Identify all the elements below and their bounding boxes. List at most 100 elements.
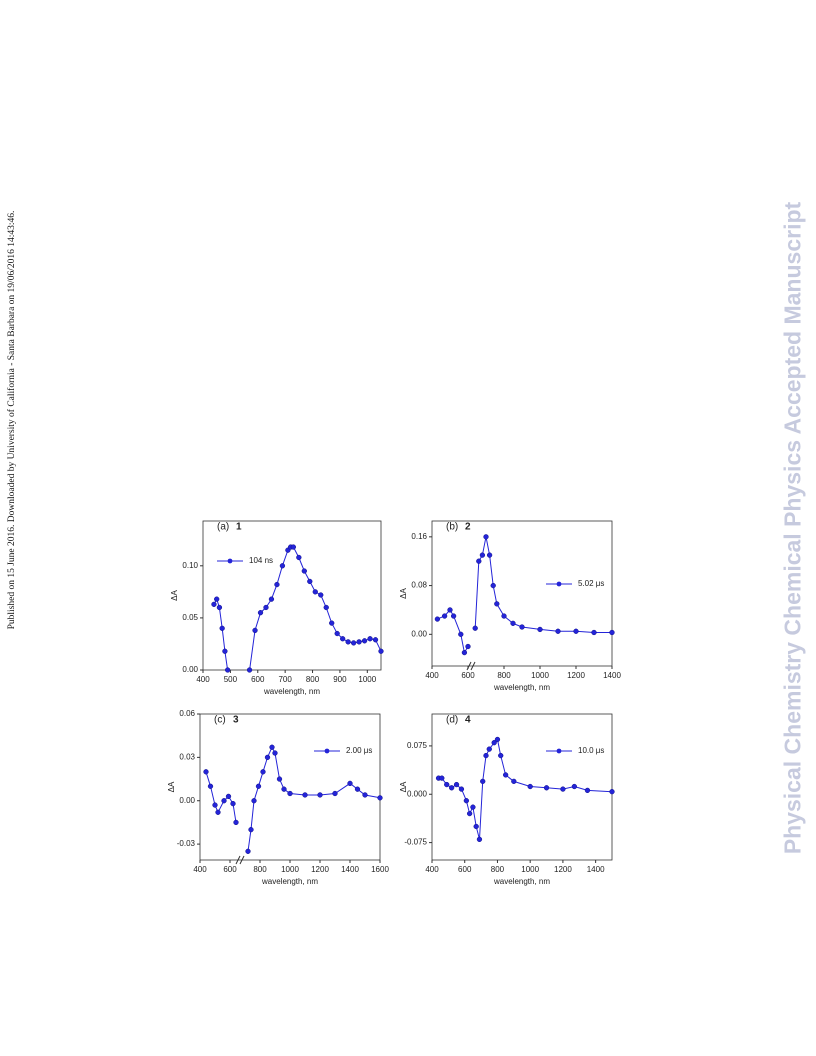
x-tick-label: 1600 bbox=[371, 865, 389, 874]
x-tick-label: 600 bbox=[461, 671, 475, 680]
y-tick-label: 0.000 bbox=[407, 789, 428, 798]
x-tick-label: 800 bbox=[253, 865, 267, 874]
plot-frame bbox=[431, 713, 613, 861]
data-point bbox=[302, 792, 308, 798]
data-point bbox=[334, 630, 340, 637]
data-point bbox=[476, 558, 482, 564]
data-point bbox=[555, 628, 561, 634]
legend-marker bbox=[556, 748, 562, 754]
data-point bbox=[573, 628, 579, 634]
data-point bbox=[479, 552, 486, 558]
y-tick-label: 0.10 bbox=[182, 561, 198, 570]
y-tick-label: 0.03 bbox=[179, 752, 195, 761]
data-point bbox=[498, 752, 504, 759]
series-line bbox=[213, 546, 382, 671]
x-tick-label: 1200 bbox=[554, 865, 572, 874]
y-tick-label: 0.06 bbox=[179, 709, 195, 718]
data-point bbox=[272, 750, 278, 756]
data-point bbox=[354, 786, 361, 792]
data-point bbox=[207, 783, 214, 789]
data-point bbox=[439, 775, 445, 781]
data-point bbox=[263, 604, 269, 611]
data-point bbox=[312, 589, 318, 595]
legend-marker bbox=[227, 558, 233, 564]
data-point bbox=[260, 769, 266, 775]
axis-break bbox=[239, 855, 245, 865]
panel-title: 3 bbox=[233, 715, 239, 726]
x-tick-label: 700 bbox=[278, 675, 292, 684]
y-axis-label: ΔA bbox=[399, 781, 408, 792]
data-point bbox=[361, 638, 368, 644]
x-tick-label: 1000 bbox=[531, 671, 549, 680]
data-point bbox=[519, 624, 525, 630]
data-point bbox=[290, 544, 297, 550]
data-point bbox=[372, 637, 379, 643]
data-point bbox=[287, 790, 293, 797]
y-tick-label: 0.05 bbox=[182, 613, 198, 622]
data-point bbox=[233, 819, 239, 826]
x-tick-label: 800 bbox=[491, 865, 505, 874]
data-point bbox=[356, 639, 362, 645]
panel-label: (b) bbox=[446, 522, 458, 533]
data-point bbox=[225, 793, 232, 800]
y-tick-label: 0.16 bbox=[411, 532, 427, 541]
x-tick-label: 400 bbox=[425, 865, 439, 874]
data-point bbox=[257, 610, 264, 616]
data-point bbox=[480, 778, 486, 785]
x-axis-label: wavelength, nm bbox=[263, 687, 320, 696]
data-point bbox=[465, 643, 471, 650]
data-point bbox=[281, 786, 287, 792]
data-point bbox=[362, 792, 368, 798]
x-tick-label: 400 bbox=[196, 675, 210, 684]
x-tick-label: 400 bbox=[425, 671, 439, 680]
x-tick-label: 600 bbox=[251, 675, 265, 684]
data-point bbox=[444, 781, 450, 788]
plot-frame bbox=[202, 520, 382, 671]
data-point bbox=[494, 601, 500, 607]
data-point bbox=[212, 802, 218, 808]
data-point bbox=[301, 568, 307, 574]
panel-title: 4 bbox=[465, 715, 471, 726]
data-point bbox=[458, 786, 465, 792]
x-tick-label: 1000 bbox=[358, 675, 376, 684]
panel-title: 1 bbox=[236, 522, 242, 533]
data-point bbox=[591, 629, 597, 636]
x-tick-label: 500 bbox=[224, 675, 238, 684]
x-tick-label: 1400 bbox=[603, 671, 621, 680]
data-point bbox=[224, 667, 231, 673]
legend-label: 2.00 μs bbox=[346, 746, 372, 755]
series-line bbox=[437, 536, 612, 654]
x-tick-label: 1000 bbox=[281, 865, 299, 874]
data-point bbox=[274, 581, 280, 588]
data-point bbox=[318, 592, 324, 598]
data-point bbox=[323, 604, 329, 611]
data-point bbox=[473, 823, 479, 830]
x-tick-label: 1200 bbox=[311, 865, 329, 874]
data-point bbox=[463, 798, 470, 804]
y-tick-label: -0.03 bbox=[177, 839, 196, 848]
plot-frame bbox=[199, 713, 381, 861]
data-point bbox=[367, 636, 373, 642]
data-point bbox=[296, 554, 302, 561]
y-axis-label: ΔA bbox=[399, 588, 408, 599]
data-point bbox=[494, 736, 501, 743]
data-point bbox=[255, 783, 262, 789]
legend-label: 104 ns bbox=[249, 556, 273, 565]
data-point bbox=[248, 826, 254, 833]
x-tick-label: 1200 bbox=[567, 671, 585, 680]
data-point bbox=[222, 648, 228, 654]
legend-marker bbox=[324, 748, 330, 754]
data-point bbox=[378, 648, 384, 654]
data-point bbox=[332, 790, 338, 797]
data-point bbox=[245, 848, 251, 854]
panel-label: (a) bbox=[217, 522, 229, 533]
data-point bbox=[345, 639, 351, 645]
y-axis-label: ΔA bbox=[167, 781, 176, 792]
data-point bbox=[543, 785, 550, 791]
data-point bbox=[466, 810, 473, 817]
data-point bbox=[448, 785, 455, 791]
data-point bbox=[219, 625, 225, 631]
data-point bbox=[511, 778, 517, 785]
data-point bbox=[203, 769, 209, 775]
